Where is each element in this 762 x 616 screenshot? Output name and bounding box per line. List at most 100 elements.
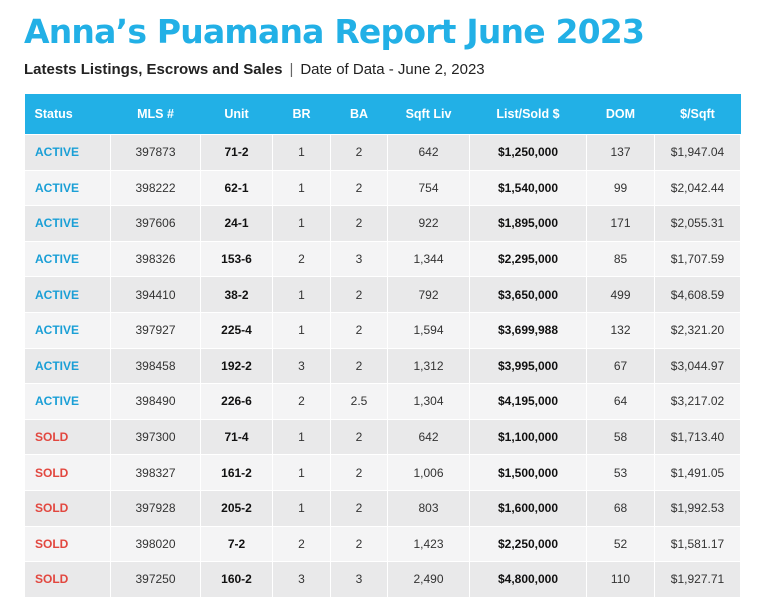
column-header-sqft: Sqft Liv (387, 94, 470, 135)
br-cell: 1 (272, 276, 331, 313)
column-header-unit: Unit (200, 94, 273, 135)
price-per-sqft-cell: $1,713.40 (654, 418, 741, 456)
ba-cell: 2 (330, 311, 388, 349)
subtitle-listings-label: Latests Listings, Escrows and Sales (24, 61, 283, 78)
price-per-sqft-cell: $2,055.31 (654, 205, 741, 242)
price-cell: $1,250,000 (469, 134, 587, 171)
sqft-cell: 1,594 (387, 311, 470, 349)
dom-cell: 52 (586, 525, 655, 563)
status-cell: ACTIVE (24, 276, 111, 313)
dom-cell: 137 (586, 134, 655, 171)
mls-cell: 394410 (110, 276, 201, 313)
dom-cell: 110 (586, 561, 655, 598)
ba-cell: 2 (330, 489, 388, 527)
sqft-cell: 2,490 (387, 561, 470, 598)
price-per-sqft-cell: $1,992.53 (654, 489, 741, 527)
price-cell: $1,600,000 (469, 489, 587, 527)
price-cell: $2,295,000 (469, 240, 587, 278)
ba-cell: 2 (330, 454, 388, 491)
table-row: SOLD 398327 161-2 1 2 1,006 $1,500,000 53 $1,491… (24, 454, 741, 491)
price-cell: $1,500,000 (469, 454, 587, 491)
mls-cell: 398326 (110, 240, 201, 278)
br-cell: 1 (272, 489, 331, 527)
price-per-sqft-cell: $1,581.17 (654, 525, 741, 563)
dom-cell: 64 (586, 383, 655, 420)
column-header-status: Status (24, 94, 111, 135)
table-row: ACTIVE 397873 71-2 1 2 642 $1,250,000 137 $1,947… (24, 134, 741, 171)
price-cell: $1,540,000 (469, 169, 587, 207)
mls-cell: 398458 (110, 347, 201, 385)
listings-table: Status MLS # Unit BR BA Sqft Liv List/So… (24, 94, 741, 598)
table-row: ACTIVE 398490 226-6 2 2.5 1,304 $4,195,000 64 $3… (24, 383, 741, 420)
status-cell: ACTIVE (24, 169, 111, 207)
unit-cell: 7-2 (200, 525, 273, 563)
unit-cell: 71-2 (200, 134, 273, 171)
br-cell: 2 (272, 240, 331, 278)
dom-cell: 171 (586, 205, 655, 242)
unit-cell: 192-2 (200, 347, 273, 385)
dom-cell: 99 (586, 169, 655, 207)
unit-cell: 62-1 (200, 169, 273, 207)
status-cell: SOLD (24, 454, 111, 491)
subtitle-date-label: Date of Data - June 2, 2023 (300, 61, 485, 78)
status-cell: ACTIVE (24, 383, 111, 420)
report-subtitle: Latests Listings, Escrows and Sales | Date… (24, 61, 485, 78)
subtitle-separator: | (289, 61, 294, 78)
unit-cell: 160-2 (200, 561, 273, 598)
table-header-row: Status MLS # Unit BR BA Sqft Liv List/So… (24, 94, 741, 135)
sqft-cell: 1,312 (387, 347, 470, 385)
sqft-cell: 642 (387, 134, 470, 171)
column-header-br: BR (272, 94, 331, 135)
mls-cell: 398222 (110, 169, 201, 207)
price-cell: $4,800,000 (469, 561, 587, 598)
status-cell: SOLD (24, 489, 111, 527)
report-title: Anna’s Puamana Report June 2023 (24, 12, 645, 51)
dom-cell: 53 (586, 454, 655, 491)
dom-cell: 68 (586, 489, 655, 527)
price-cell: $2,250,000 (469, 525, 587, 563)
br-cell: 1 (272, 169, 331, 207)
status-cell: ACTIVE (24, 134, 111, 171)
price-cell: $3,699,988 (469, 311, 587, 349)
unit-cell: 205-2 (200, 489, 273, 527)
status-cell: ACTIVE (24, 205, 111, 242)
mls-cell: 398327 (110, 454, 201, 491)
br-cell: 2 (272, 383, 331, 420)
price-per-sqft-cell: $3,044.97 (654, 347, 741, 385)
sqft-cell: 922 (387, 205, 470, 242)
price-per-sqft-cell: $1,947.04 (654, 134, 741, 171)
ba-cell: 2 (330, 134, 388, 171)
mls-cell: 397300 (110, 418, 201, 456)
table-row: ACTIVE 398326 153-6 2 3 1,344 $2,295,000 85 $1,7… (24, 240, 741, 278)
mls-cell: 397873 (110, 134, 201, 171)
sqft-cell: 803 (387, 489, 470, 527)
price-per-sqft-cell: $1,491.05 (654, 454, 741, 491)
status-cell: ACTIVE (24, 311, 111, 349)
status-cell: ACTIVE (24, 347, 111, 385)
dom-cell: 67 (586, 347, 655, 385)
br-cell: 2 (272, 525, 331, 563)
table-row: ACTIVE 397606 24-1 1 2 922 $1,895,000 171 $2,055… (24, 205, 741, 242)
ba-cell: 2 (330, 347, 388, 385)
mls-cell: 398020 (110, 525, 201, 563)
br-cell: 1 (272, 418, 331, 456)
table-row: SOLD 397250 160-2 3 3 2,490 $4,800,000 110 $1,92… (24, 561, 741, 598)
sqft-cell: 642 (387, 418, 470, 456)
table-row: ACTIVE 394410 38-2 1 2 792 $3,650,000 499 $4,608… (24, 276, 741, 313)
sqft-cell: 1,006 (387, 454, 470, 491)
sqft-cell: 1,344 (387, 240, 470, 278)
sqft-cell: 792 (387, 276, 470, 313)
price-cell: $1,895,000 (469, 205, 587, 242)
unit-cell: 38-2 (200, 276, 273, 313)
status-cell: SOLD (24, 418, 111, 456)
table-row: ACTIVE 398222 62-1 1 2 754 $1,540,000 99 $2,042.… (24, 169, 741, 207)
dom-cell: 132 (586, 311, 655, 349)
table-row: SOLD 397300 71-4 1 2 642 $1,100,000 58 $1,713.40 (24, 418, 741, 456)
dom-cell: 499 (586, 276, 655, 313)
unit-cell: 226-6 (200, 383, 273, 420)
unit-cell: 153-6 (200, 240, 273, 278)
price-per-sqft-cell: $1,707.59 (654, 240, 741, 278)
br-cell: 1 (272, 205, 331, 242)
column-header-mls: MLS # (110, 94, 201, 135)
price-per-sqft-cell: $2,042.44 (654, 169, 741, 207)
